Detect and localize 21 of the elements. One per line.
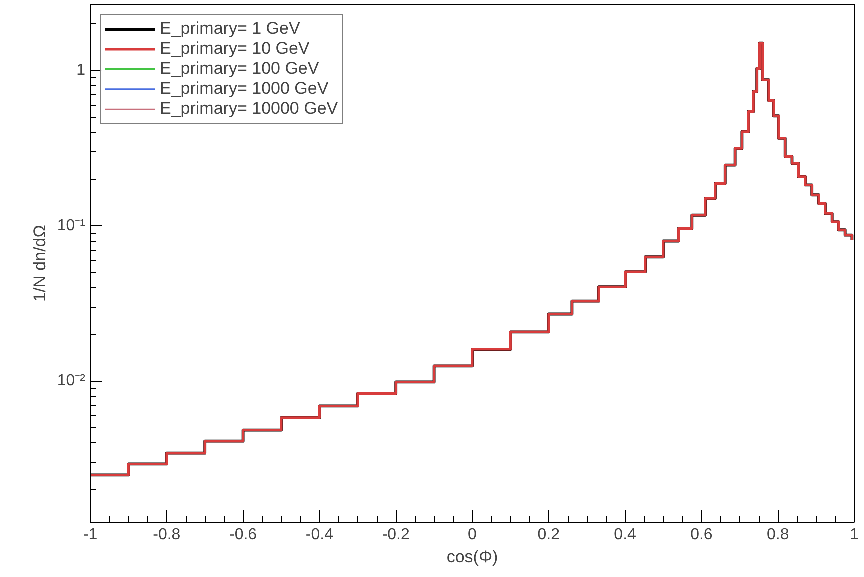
- x-tick-label: -0.6: [230, 526, 258, 544]
- y-tick-label: 10⁻²: [57, 372, 86, 390]
- x-tick-label: 0.4: [614, 526, 637, 544]
- y-axis-title: 1/N dn/dΩ: [30, 225, 50, 302]
- x-tick-label: 1: [850, 526, 860, 544]
- x-tick-label: 0: [468, 526, 478, 544]
- legend-label: E_primary= 10000 GeV: [160, 99, 338, 119]
- legend-label: E_primary= 1 GeV: [160, 19, 300, 39]
- x-tick-label: -0.2: [382, 526, 410, 544]
- y-tick-label: 10⁻¹: [57, 217, 86, 234]
- legend-label: E_primary= 100 GeV: [160, 59, 320, 79]
- x-tick-label: -0.8: [153, 526, 181, 544]
- x-axis-title: cos(Φ): [446, 548, 498, 566]
- y-tick-label: 1: [76, 62, 86, 80]
- x-tick-label: -1: [83, 526, 98, 544]
- x-tick-label: 0.8: [766, 526, 790, 544]
- x-tick-label: 0.6: [690, 526, 713, 544]
- x-tick-label: 0.2: [538, 526, 560, 544]
- legend-label: E_primary= 10 GeV: [160, 39, 310, 59]
- legend-label: E_primary= 1000 GeV: [160, 79, 329, 99]
- x-tick-label: -0.4: [306, 526, 334, 544]
